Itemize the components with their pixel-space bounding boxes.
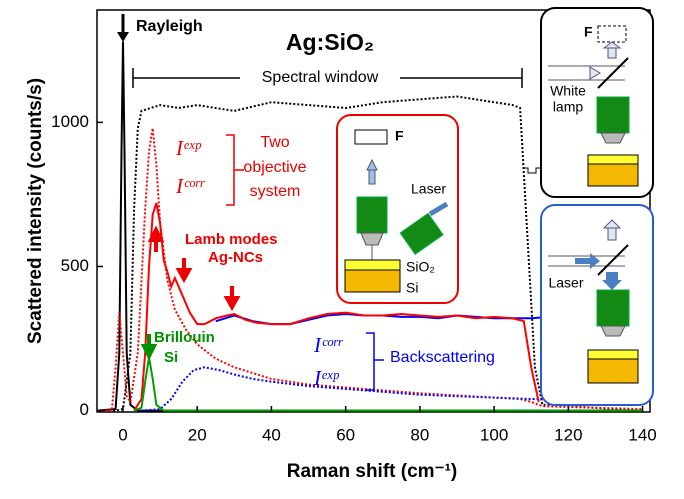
objective	[596, 289, 630, 327]
annotation: Si	[164, 349, 178, 366]
inset-two-objective	[336, 114, 459, 304]
y-tick-label: 0	[80, 400, 89, 419]
arrow	[140, 334, 158, 361]
beamsplitter	[597, 57, 629, 89]
laser-arrow	[602, 272, 622, 290]
beam-arrow	[366, 158, 378, 185]
chart-title: Ag:SiO₂	[286, 29, 374, 55]
inset-label: Si	[406, 280, 418, 296]
annotation: Backscattering	[390, 349, 495, 366]
si-substrate	[587, 358, 639, 384]
annotation: system	[250, 183, 301, 200]
objective-laser	[399, 212, 444, 255]
plot-area	[96, 41, 643, 412]
x-tick-label: 40	[262, 425, 281, 444]
arrow	[223, 286, 241, 312]
bracket	[366, 332, 384, 391]
x-axis-label: Raman shift (cm⁻¹)	[287, 461, 458, 482]
inset-label: SiO₂	[406, 259, 435, 275]
x-tick-label: 20	[188, 425, 207, 444]
si-substrate	[344, 269, 401, 293]
x-tick-label: 60	[336, 425, 355, 444]
beam	[548, 255, 625, 267]
inset-label: White	[550, 83, 586, 99]
x-tick-label: 80	[410, 425, 429, 444]
inset-label: Laser	[411, 181, 446, 197]
annotation: Brillouin	[154, 329, 215, 346]
sio2-layer	[344, 259, 401, 271]
beam-arrow	[589, 66, 601, 80]
bracket	[226, 134, 244, 206]
connector	[523, 167, 541, 174]
sio2-layer	[587, 349, 639, 360]
x-tick-label: 0	[118, 425, 127, 444]
beam	[548, 65, 625, 81]
arrow	[147, 225, 165, 252]
annotation: Spectral window	[262, 69, 379, 86]
arrow-head	[117, 32, 129, 42]
annotation: objective	[243, 159, 306, 176]
sio2-layer	[587, 154, 639, 165]
inset-label: F	[584, 24, 593, 40]
label-bg	[240, 68, 400, 88]
annotation: Two	[260, 134, 289, 151]
inset-label: lamp	[553, 99, 584, 115]
annotation: Iᶜᵒʳʳ	[175, 174, 205, 198]
y-tick-label: 500	[61, 256, 89, 275]
x-tick-label: 120	[554, 425, 582, 444]
objective	[356, 196, 388, 234]
annotation: Rayleigh	[136, 18, 203, 35]
objective-tip	[600, 132, 626, 144]
arrow	[175, 258, 193, 284]
inset-label: Laser	[548, 275, 583, 291]
annotation: Iᵉˣᵖ	[175, 136, 201, 160]
x-tick-label: 140	[628, 425, 656, 444]
inset-label: F	[395, 128, 404, 144]
x-tick-label: 100	[480, 425, 508, 444]
objective-tip	[600, 325, 626, 337]
beam-arrow	[602, 41, 622, 59]
laser-arrow	[575, 253, 600, 269]
beam-arrow	[602, 219, 622, 241]
laser-arrow	[428, 201, 449, 217]
series-line	[97, 95, 643, 412]
annotation: Iᶜᵒʳʳ	[313, 333, 343, 357]
beamsplitter	[597, 244, 629, 276]
series-line	[133, 357, 643, 412]
filter	[354, 129, 388, 145]
objective-tip	[360, 232, 384, 246]
annotation: Lamb modes	[185, 231, 278, 248]
si-substrate	[587, 163, 639, 187]
objective	[399, 212, 444, 255]
annotation: Ag-NCs	[208, 249, 263, 266]
series-line	[96, 41, 643, 412]
y-tick-label: 1000	[51, 112, 89, 131]
annotation: Iᵉˣᵖ	[313, 366, 339, 390]
y-axis-label: Scattered intensity (counts/s)	[25, 78, 46, 344]
series-line	[133, 202, 540, 412]
objective	[596, 96, 630, 134]
